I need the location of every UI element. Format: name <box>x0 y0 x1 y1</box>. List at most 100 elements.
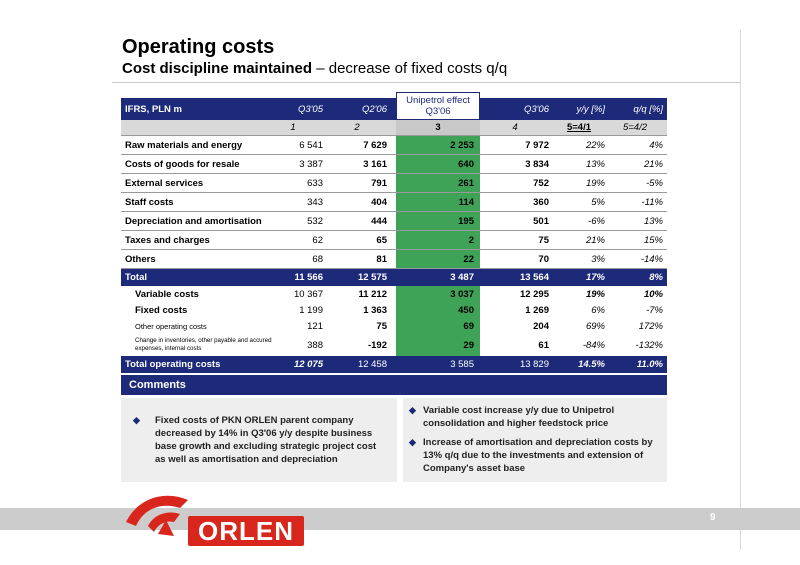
cell-yy: 3% <box>591 253 605 265</box>
cost-rows: Raw materials and energy 6 541 7 629 2 253 7… <box>121 136 667 269</box>
cell-yy: 19% <box>585 177 605 189</box>
index-1: 1 <box>290 122 296 133</box>
index-5: 5=4/1 <box>566 122 592 133</box>
cell-qq: -11% <box>641 196 663 208</box>
title-divider <box>112 82 740 83</box>
comments-right: ◆ Variable cost increase y/y due to Unipe… <box>403 398 667 482</box>
table-row: Costs of goods for resale 3 387 3 161 640 3 … <box>121 155 667 173</box>
cell-qq: -5% <box>646 177 663 189</box>
total-operating-yy: 14.5% <box>578 359 605 370</box>
comment-text: Variable cost increase y/y due to Unipet… <box>423 405 615 429</box>
row-separator <box>121 211 667 212</box>
cell-qq: 4% <box>649 139 663 151</box>
cell-label: Others <box>125 253 156 265</box>
header-unipetrol-line2: Q3'06 <box>425 106 451 117</box>
total-q306: 13 564 <box>519 272 549 283</box>
total-label: Total <box>125 272 147 283</box>
cell-q305: 121 <box>307 320 323 332</box>
cell-uni: 2 <box>468 234 474 246</box>
table-row: Change in inventories, other payable and… <box>121 334 667 356</box>
cell-label: Staff costs <box>125 196 174 208</box>
cell-yy: 69% <box>585 320 605 332</box>
header-label: IFRS, PLN m <box>125 103 183 115</box>
cell-q305: 68 <box>312 253 323 265</box>
cell-label: Fixed costs <box>135 304 188 316</box>
table-row: Depreciation and amortisation 532 444 195 50… <box>121 212 667 230</box>
cell-q206: 75 <box>376 320 387 332</box>
cell-uni: 261 <box>458 177 474 189</box>
index-6: 5=4/2 <box>622 122 648 133</box>
cell-q305: 343 <box>307 196 323 208</box>
table-row: Taxes and charges 62 65 2 75 21% 15% <box>121 231 667 249</box>
cell-q306: 360 <box>533 196 549 208</box>
row-separator <box>121 192 667 193</box>
cell-q306: 752 <box>533 177 549 189</box>
cell-yy: -84% <box>582 339 605 351</box>
cell-q305: 6 541 <box>299 139 323 151</box>
row-separator <box>121 249 667 250</box>
right-divider <box>740 30 741 550</box>
subtitle-rest: – decrease of fixed costs q/q <box>312 60 508 77</box>
cell-yy: -6% <box>588 215 605 227</box>
comment-text: Fixed costs of PKN ORLEN parent company … <box>155 415 377 465</box>
cell-uni: 69 <box>463 320 474 332</box>
cell-q306: 501 <box>533 215 549 227</box>
comment-item: ◆ Variable cost increase y/y due to Unipe… <box>409 404 657 430</box>
table-row: Staff costs 343 404 114 360 5% -11% <box>121 193 667 211</box>
cell-uni: 114 <box>458 196 474 208</box>
cell-uni: 450 <box>458 304 474 316</box>
total-q206: 12 575 <box>357 272 387 283</box>
table-row: Fixed costs 1 199 1 363 450 1 269 6% -7% <box>121 302 667 318</box>
cell-q305: 10 367 <box>293 288 323 300</box>
cell-label: Change in inventories, other payable and… <box>135 337 272 352</box>
cell-label: Other operating costs <box>135 321 207 331</box>
index-3: 3 <box>396 120 480 135</box>
table-row: Raw materials and energy 6 541 7 629 2 253 7… <box>121 136 667 154</box>
unipetrol-column-highlight <box>396 136 480 269</box>
cell-q206: 7 629 <box>363 139 387 151</box>
table-row: External services 633 791 261 752 19% -5% <box>121 174 667 192</box>
header-q305: Q3'05 <box>297 103 323 115</box>
cell-q306: 204 <box>533 320 549 332</box>
cell-yy: 5% <box>591 196 605 208</box>
orlen-logo-text: ORLEN <box>188 516 304 546</box>
total-operating-row: Total operating costs 12 075 12 458 3 58… <box>121 356 667 373</box>
cell-qq: -7% <box>646 304 663 316</box>
total-operating-qq: 11.0% <box>636 359 663 370</box>
table-header: IFRS, PLN m Q3'05 Q2'06 Unipetrol effect… <box>121 92 667 120</box>
total-operating-label: Total operating costs <box>125 359 221 370</box>
cell-q306: 75 <box>538 234 549 246</box>
header-q306: Q3'06 <box>523 103 549 115</box>
total-operating-q306: 13 829 <box>519 359 549 370</box>
bullet-icon: ◆ <box>133 415 140 425</box>
row-separator <box>121 154 667 155</box>
table-row: Others 68 81 22 70 3% -14% <box>121 250 667 268</box>
comment-item: ◆ Increase of amortisation and depreciati… <box>409 436 657 475</box>
slide-subtitle: Cost discipline maintained – decrease of… <box>122 60 507 77</box>
unipetrol-sub-highlight <box>396 286 480 356</box>
table-row: Variable costs 10 367 11 212 3 037 12 295 19%… <box>121 286 667 302</box>
cell-qq: 15% <box>643 234 663 246</box>
cell-q306: 7 972 <box>525 139 549 151</box>
orlen-logo: ORLEN <box>118 486 308 548</box>
row-separator <box>121 230 667 231</box>
cell-qq: 10% <box>643 288 663 300</box>
cell-q306: 70 <box>538 253 549 265</box>
cell-q206: 791 <box>371 177 387 189</box>
total-q305: 11 566 <box>294 272 323 283</box>
cell-q206: 11 212 <box>358 288 387 300</box>
cell-q305: 532 <box>307 215 323 227</box>
total-operating-q305: 12 075 <box>293 359 323 370</box>
operating-costs-table: IFRS, PLN m Q3'05 Q2'06 Unipetrol effect… <box>121 92 667 373</box>
header-unipetrol: Unipetrol effect Q3'06 <box>396 92 480 120</box>
cell-q305: 62 <box>312 234 323 246</box>
subtitle-bold: Cost discipline maintained <box>122 60 313 77</box>
cell-qq: -132% <box>635 339 663 351</box>
page-number: 9 <box>710 512 716 523</box>
cell-qq: 172% <box>638 320 663 332</box>
cell-uni: 3 037 <box>450 288 474 300</box>
cell-label: Raw materials and energy <box>125 139 243 151</box>
index-4: 4 <box>512 122 518 133</box>
header-unipetrol-line1: Unipetrol effect <box>406 95 470 106</box>
orlen-eagle-icon <box>126 495 188 536</box>
